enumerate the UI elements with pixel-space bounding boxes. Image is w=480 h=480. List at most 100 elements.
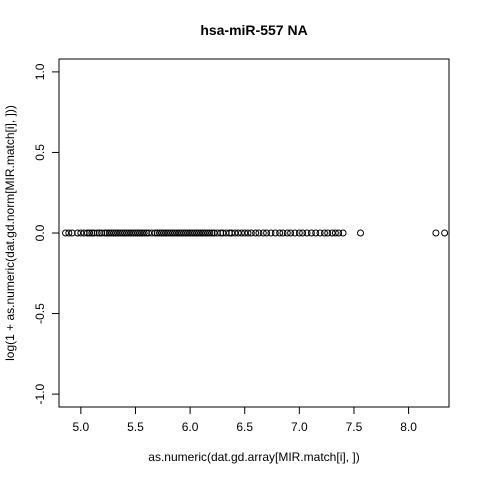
data-point: [213, 229, 221, 237]
data-point: [162, 229, 170, 237]
data-point: [134, 229, 142, 237]
data-point: [142, 229, 150, 237]
data-point: [335, 229, 343, 237]
data-point: [110, 229, 118, 237]
data-point: [160, 229, 168, 237]
y-axis-label: log(1 + as.numeric(dat.gd.norm[MIR.match…: [3, 105, 17, 361]
data-point: [118, 229, 126, 237]
data-point: [140, 229, 148, 237]
data-point: [312, 229, 320, 237]
data-point: [173, 229, 181, 237]
data-point: [222, 229, 230, 237]
data-point: [279, 229, 287, 237]
data-point: [316, 229, 324, 237]
data-point: [295, 229, 303, 237]
data-point: [231, 229, 239, 237]
data-point: [228, 229, 236, 237]
data-point: [287, 229, 295, 237]
data-point: [193, 229, 201, 237]
data-point: [103, 229, 111, 237]
data-point: [259, 229, 267, 237]
data-point: [237, 229, 245, 237]
data-point: [188, 229, 196, 237]
data-point: [151, 229, 159, 237]
x-tick-label: 6.5: [236, 420, 253, 434]
data-point: [138, 229, 146, 237]
data-point: [68, 229, 76, 237]
data-point: [177, 229, 185, 237]
data-point: [328, 229, 336, 237]
data-point: [234, 229, 242, 237]
data-point: [90, 229, 98, 237]
data-point: [86, 229, 94, 237]
data-point: [148, 229, 156, 237]
data-point: [271, 229, 279, 237]
data-point: [201, 229, 209, 237]
data-point: [93, 229, 101, 237]
data-point: [241, 229, 249, 237]
x-tick-label: 5.5: [127, 420, 144, 434]
data-point: [166, 229, 174, 237]
data-point: [255, 229, 263, 237]
data-point: [307, 229, 315, 237]
data-point: [320, 229, 328, 237]
data-point: [169, 229, 177, 237]
data-point: [357, 229, 365, 237]
data-point: [136, 229, 144, 237]
data-point: [190, 229, 198, 237]
data-point: [432, 229, 440, 237]
data-point: [263, 229, 271, 237]
data-point: [83, 229, 91, 237]
data-point: [210, 229, 218, 237]
data-point: [208, 229, 216, 237]
data-point: [158, 229, 166, 237]
y-tick-label: -1.0: [33, 383, 47, 404]
data-point: [175, 229, 183, 237]
data-point: [95, 229, 103, 237]
data-point: [252, 229, 260, 237]
x-tick-label: 7.0: [291, 420, 308, 434]
data-point: [197, 229, 205, 237]
data-point: [206, 229, 214, 237]
data-point: [105, 229, 113, 237]
y-tick-label: 0.0: [33, 224, 47, 241]
data-point: [299, 229, 307, 237]
data-point: [127, 229, 135, 237]
data-point: [217, 229, 225, 237]
data-point: [184, 229, 192, 237]
data-point: [107, 229, 115, 237]
data-point: [62, 229, 70, 237]
data-point: [112, 229, 120, 237]
data-point: [186, 229, 194, 237]
x-axis: 5.0 5.5 6.0 6.5 7.0 7.5 8.0: [73, 407, 417, 434]
data-point: [171, 229, 179, 237]
data-point: [156, 229, 164, 237]
data-point: [77, 229, 85, 237]
data-point: [129, 229, 137, 237]
x-tick-label: 8.0: [400, 420, 417, 434]
data-points: [62, 229, 449, 237]
data-point: [180, 229, 188, 237]
data-point: [98, 229, 106, 237]
data-point: [65, 229, 73, 237]
data-point: [324, 229, 332, 237]
data-point: [247, 229, 255, 237]
x-axis-label: as.numeric(dat.gd.array[MIR.match[i], ]): [148, 450, 359, 464]
data-point: [339, 229, 347, 237]
data-point: [219, 229, 227, 237]
x-tick-label: 7.5: [346, 420, 363, 434]
y-axis: -1.0 -0.5 0.0 0.5 1.0: [33, 63, 59, 404]
data-point: [88, 229, 96, 237]
data-point: [131, 229, 139, 237]
x-tick-label: 6.0: [182, 420, 199, 434]
data-point: [199, 229, 207, 237]
data-point: [125, 229, 133, 237]
data-point: [114, 229, 122, 237]
data-point: [195, 229, 203, 237]
data-point: [331, 229, 339, 237]
data-point: [74, 229, 82, 237]
data-point: [204, 229, 212, 237]
data-point: [276, 229, 284, 237]
data-point: [182, 229, 190, 237]
